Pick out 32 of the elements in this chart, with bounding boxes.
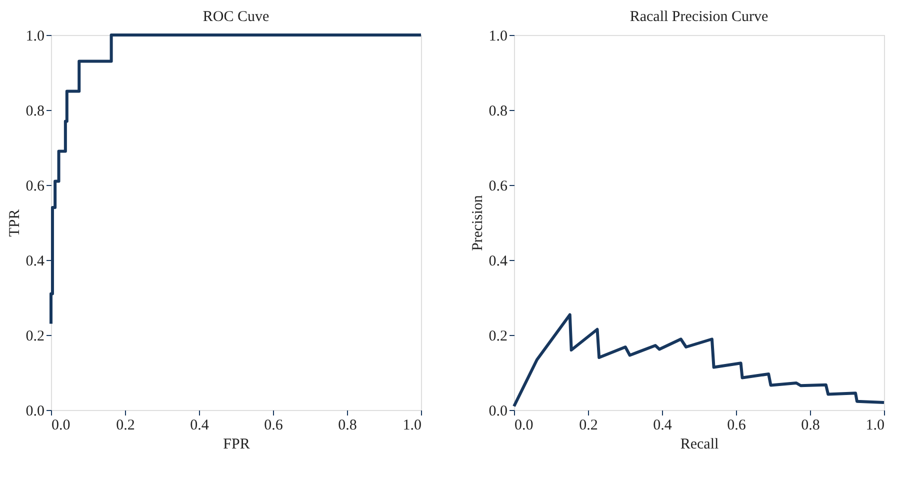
y-tick-label: 0.8 [488, 104, 508, 120]
x-tick-label: 0.6 [727, 418, 746, 434]
line-series [512, 313, 886, 408]
y-tick-label: 0.4 [26, 254, 45, 270]
y-tick-label: 0.6 [26, 178, 45, 194]
x-tick-label: 0.4 [653, 418, 672, 434]
chart-title: Racall Precision Curve [630, 9, 768, 25]
y-tick-label: 0.2 [488, 328, 508, 344]
line-series [50, 34, 422, 326]
x-tick-label: 1.0 [866, 418, 884, 434]
y-axis-title: TPR [6, 209, 23, 237]
y-tick-label: 0.2 [26, 328, 44, 344]
chart-title: ROC Cuve [202, 9, 270, 25]
x-axis-title: Recall [680, 436, 719, 452]
x-axis-title: FPR [223, 436, 250, 452]
y-tick-label: 0.6 [488, 178, 508, 194]
y-tick-label: 0.0 [26, 404, 44, 420]
x-tick-label: 0.0 [52, 418, 70, 434]
x-tick-label: 0.8 [801, 418, 820, 434]
x-tick-label: 0.4 [190, 418, 210, 434]
y-tick-label: 0.4 [488, 254, 508, 270]
y-tick-label: 0.8 [26, 104, 44, 120]
x-tick-label: 0.2 [116, 418, 135, 434]
y-tick-label: 1.0 [488, 28, 508, 44]
y-axis-title: Precision [470, 194, 486, 251]
y-tick-label: 1.0 [26, 28, 44, 44]
x-tick-label: 0.8 [338, 418, 357, 434]
x-tick-label: 0.2 [579, 418, 598, 434]
y-tick-label: 0.0 [488, 404, 508, 420]
x-tick-label: 1.0 [402, 418, 422, 434]
x-tick-label: 0.0 [514, 418, 534, 434]
x-tick-label: 0.6 [264, 418, 284, 434]
